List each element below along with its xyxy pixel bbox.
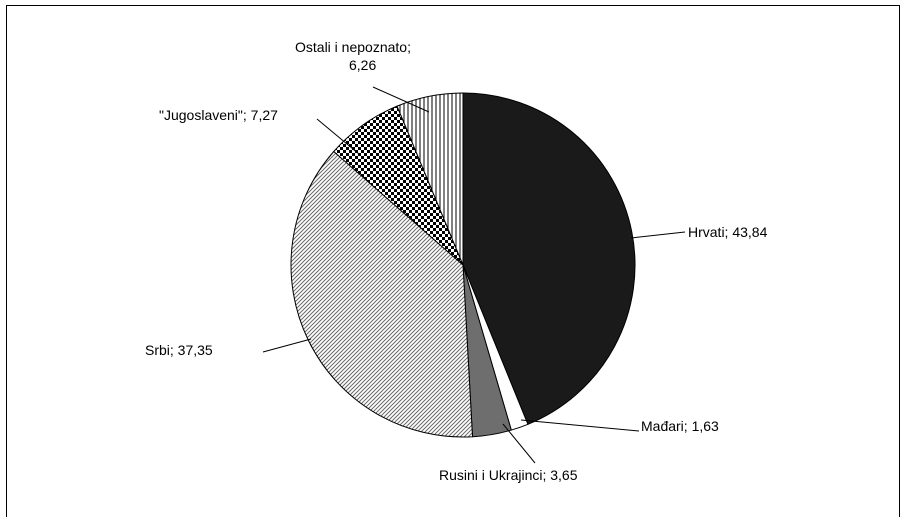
leader-line: [372, 86, 430, 113]
leader-lines: [262, 86, 686, 464]
slice-label: Ostali i nepoznato;: [295, 39, 411, 55]
pie-slice-hrvati: [462, 92, 636, 425]
pie-slices: [290, 92, 636, 438]
leader-line: [520, 419, 640, 432]
leader-line: [630, 231, 686, 239]
slice-label: 6,26: [349, 57, 376, 73]
pie-slice-ostali-i-nepoznato: [396, 92, 464, 266]
slice-label: Srbi; 37,35: [145, 342, 213, 358]
leader-line: [316, 118, 360, 155]
slice-label: Rusini i Ukrajinci; 3,65: [439, 467, 578, 483]
slice-label: Mađari; 1,63: [641, 418, 719, 434]
slice-label: "Jugoslaveni"; 7,27: [159, 107, 278, 123]
chart-frame: Hrvati; 43,84 Mađari; 1,63 Rusini i Ukraji…: [6, 5, 900, 517]
slice-label: Hrvati; 43,84: [688, 224, 768, 240]
slice-labels: Hrvati; 43,84 Mađari; 1,63 Rusini i Ukraji…: [145, 39, 768, 483]
leader-line: [502, 423, 536, 464]
leader-line: [262, 338, 312, 353]
pie-chart: Hrvati; 43,84 Mađari; 1,63 Rusini i Ukraji…: [145, 39, 768, 483]
